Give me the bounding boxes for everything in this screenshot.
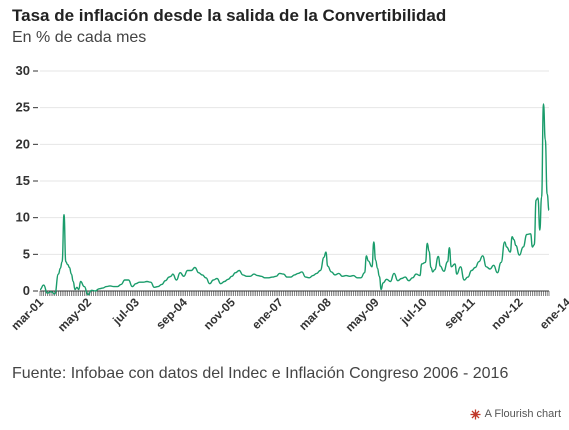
chart-subtitle: En % de cada mes: [12, 29, 147, 46]
x-tick-label: mar-08: [296, 295, 334, 333]
x-tick-label: ene-07: [249, 295, 286, 332]
y-tick-label: 0: [23, 283, 30, 298]
y-tick-label: 30: [16, 63, 30, 78]
flourish-credit[interactable]: A Flourish chart: [470, 408, 561, 420]
chart-title: Tasa de inflación desde la salida de la …: [12, 6, 447, 25]
x-tick-label: may-09: [343, 295, 382, 334]
y-tick-label: 25: [16, 100, 30, 115]
y-tick-label: 20: [16, 136, 30, 151]
x-tick-label: ene-14: [537, 295, 569, 332]
x-tick-label: jul-03: [109, 295, 142, 328]
y-axis: 0 5 10 15 20 25 30: [16, 63, 38, 298]
plot-area: [39, 103, 550, 296]
x-axis: mar-01 may-02 jul-03 sep-04 nov-05 ene-07 mar-…: [8, 290, 569, 334]
x-tick-label: sep-11: [441, 295, 478, 332]
x-tick-label: nov-12: [488, 295, 525, 332]
source-note: Fuente: Infobae con datos del Indec e In…: [12, 365, 509, 382]
series-line: [39, 103, 550, 296]
x-tick-label: may-02: [55, 295, 94, 334]
y-tick-label: 10: [16, 210, 30, 225]
x-tick-label: nov-05: [201, 295, 238, 332]
grid-lines: [40, 70, 549, 292]
flourish-credit-label: A Flourish chart: [484, 408, 561, 420]
y-tick-label: 15: [16, 173, 30, 188]
x-tick-label: sep-04: [153, 295, 190, 332]
line-chart: 0 5 10 15 20 25 30 mar-01 may-02 jul-03 sep-04 nov…: [8, 63, 569, 334]
x-tick-label: jul-10: [397, 295, 430, 328]
x-tick-label: mar-01: [8, 295, 46, 333]
y-tick-label: 5: [23, 246, 30, 261]
flourish-logo-icon: [470, 408, 481, 420]
